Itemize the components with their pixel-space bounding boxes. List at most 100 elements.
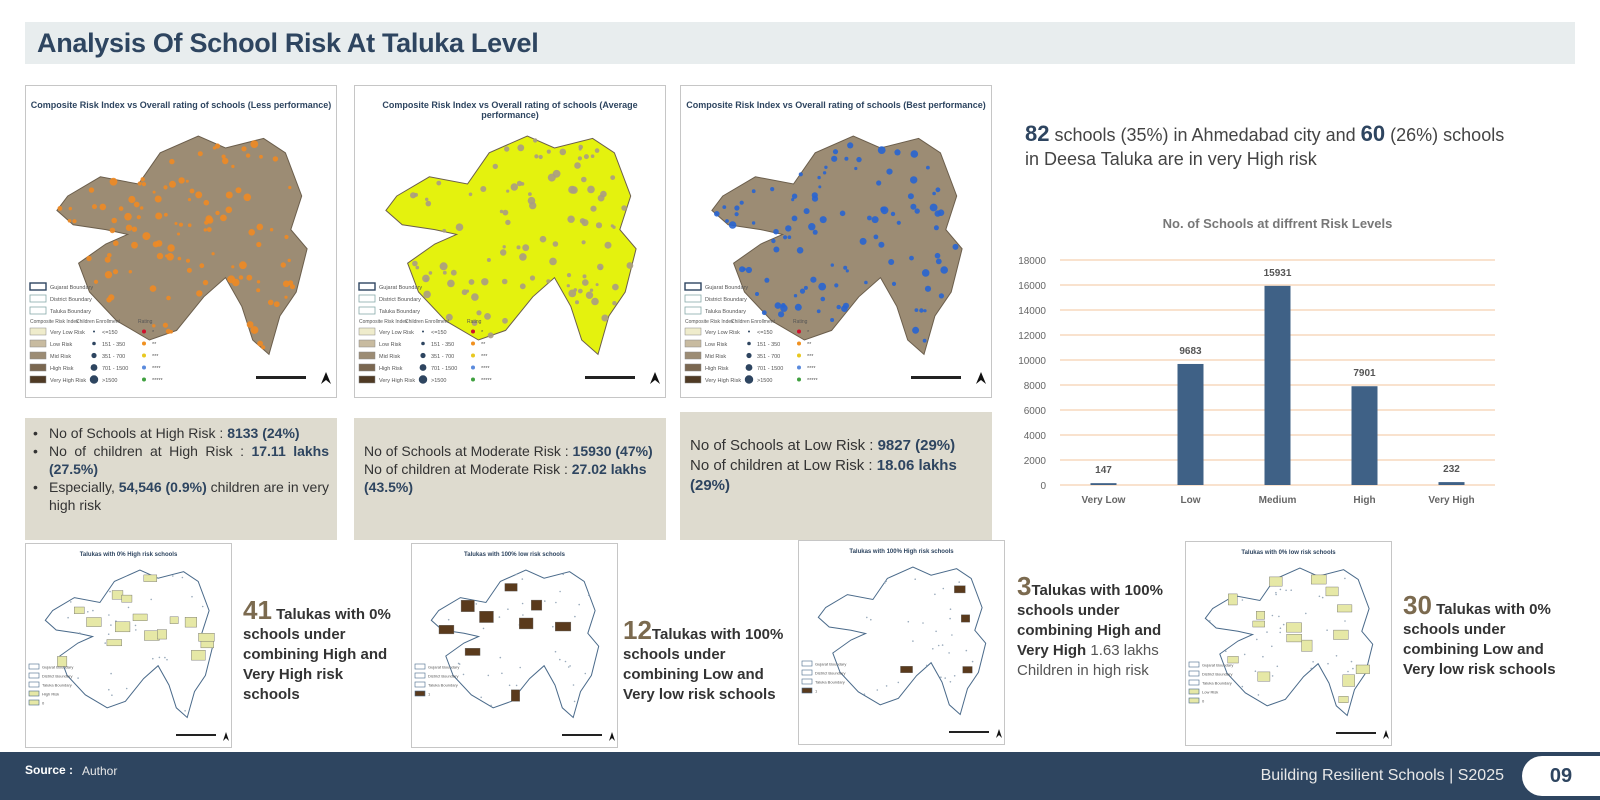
- legend-label: *: [152, 330, 155, 336]
- legend-swatch: [358, 351, 376, 360]
- school-dot: [186, 258, 190, 263]
- highlighted-taluka: [555, 621, 572, 632]
- taluka-node: [574, 615, 576, 618]
- legend-label: Low Risk: [705, 342, 728, 348]
- school-dot: [259, 154, 263, 159]
- legend-dot: [748, 330, 750, 333]
- taluka-node: [487, 674, 490, 677]
- taluka-node: [67, 616, 69, 619]
- school-dot: [818, 185, 822, 189]
- legend-swatch: [801, 669, 813, 676]
- map-title: Composite Risk Index vs Overall rating o…: [30, 100, 332, 110]
- taluka-node: [573, 700, 576, 703]
- school-dot: [873, 234, 879, 240]
- legend-label: ****: [152, 366, 161, 372]
- school-dot: [481, 278, 489, 286]
- taluka-node: [935, 630, 937, 633]
- school-dot: [808, 223, 816, 231]
- taluka-node: [77, 677, 79, 679]
- scale-bar: [176, 734, 216, 736]
- school-dot: [581, 240, 586, 245]
- legend-swatch: [684, 363, 702, 372]
- school-dot: [845, 269, 849, 273]
- taluka-node: [104, 642, 106, 644]
- taluka-node: [559, 658, 561, 661]
- school-dot: [534, 154, 539, 159]
- highlighted-taluka: [132, 613, 148, 621]
- school-dot: [445, 313, 453, 321]
- school-dot: [910, 203, 917, 210]
- map-average-performance: Composite Risk Index vs Overall rating o…: [354, 85, 666, 398]
- school-dot: [92, 204, 97, 210]
- legend-label: 1: [815, 689, 818, 694]
- highlighted-taluka: [961, 614, 970, 623]
- map-title: Composite Risk Index vs Overall rating o…: [382, 100, 638, 120]
- school-dot: [246, 321, 254, 328]
- highlight-number: 82: [1025, 121, 1050, 146]
- highlighted-taluka: [106, 639, 122, 647]
- taluka-node: [1279, 631, 1281, 634]
- school-dot: [798, 172, 803, 177]
- school-dot: [934, 252, 941, 259]
- school-dot: [836, 304, 841, 310]
- state-outline: [817, 566, 987, 716]
- school-dot: [412, 260, 418, 267]
- school-dot: [935, 187, 941, 193]
- north-arrow-icon: [1383, 730, 1389, 739]
- school-dot: [591, 297, 599, 306]
- school-dot: [439, 262, 448, 271]
- taluka-node: [885, 685, 888, 687]
- school-dot: [890, 211, 896, 217]
- school-dot: [539, 235, 547, 243]
- school-dot: [577, 156, 582, 161]
- taluka-node: [184, 710, 186, 712]
- school-dot: [221, 154, 226, 159]
- school-dot: [86, 255, 92, 262]
- taluka-node: [1254, 670, 1257, 672]
- school-dot: [933, 225, 939, 231]
- school-dot: [519, 283, 526, 290]
- taluka-node: [1271, 614, 1274, 617]
- highlighted-taluka: [191, 649, 206, 661]
- school-dot: [755, 292, 759, 296]
- data-label: 232: [1443, 464, 1460, 475]
- school-dot: [601, 314, 609, 322]
- highlighted-taluka: [156, 629, 167, 640]
- callout-text: Talukas with 100% schools under combinin…: [1017, 582, 1163, 659]
- taluka-node: [1256, 638, 1258, 641]
- highlighted-taluka: [1269, 576, 1283, 587]
- taluka-node: [587, 594, 590, 596]
- legend-swatch: [801, 660, 813, 667]
- legend-label: Taluka Boundary: [50, 309, 91, 315]
- school-dot: [202, 279, 209, 286]
- state-outline: [44, 569, 214, 719]
- school-dot: [166, 253, 174, 261]
- legend-label: Taluka Boundary: [379, 309, 420, 315]
- school-dot: [248, 229, 255, 236]
- legend-swatch: [29, 351, 47, 360]
- highlighted-taluka: [1228, 593, 1238, 606]
- y-tick-label: 16000: [1018, 281, 1046, 292]
- callout-number: 41: [243, 595, 272, 625]
- school-dot: [186, 267, 192, 273]
- callout-41: 41 Talukas with 0% schools under combini…: [243, 597, 403, 705]
- school-dot: [72, 219, 77, 224]
- map-less-performance: Composite Risk Index vs Overall rating o…: [25, 85, 337, 398]
- taluka-node: [501, 672, 503, 675]
- school-dot: [549, 257, 557, 266]
- legend-swatch: [28, 699, 40, 706]
- school-dot: [785, 225, 792, 232]
- school-dot: [935, 258, 942, 265]
- y-tick-label: 4000: [1024, 431, 1047, 442]
- bar: [1438, 482, 1465, 485]
- school-dot: [133, 201, 140, 208]
- school-dot: [99, 203, 107, 211]
- legend-label: High Risk: [379, 366, 403, 372]
- y-tick-label: 2000: [1024, 456, 1047, 467]
- taluka-node: [108, 614, 110, 616]
- bar: [1351, 386, 1378, 485]
- taluka-node: [1257, 694, 1260, 696]
- school-dot: [728, 221, 737, 229]
- legend-dot: [471, 329, 475, 334]
- legend-label: <=150: [431, 330, 447, 336]
